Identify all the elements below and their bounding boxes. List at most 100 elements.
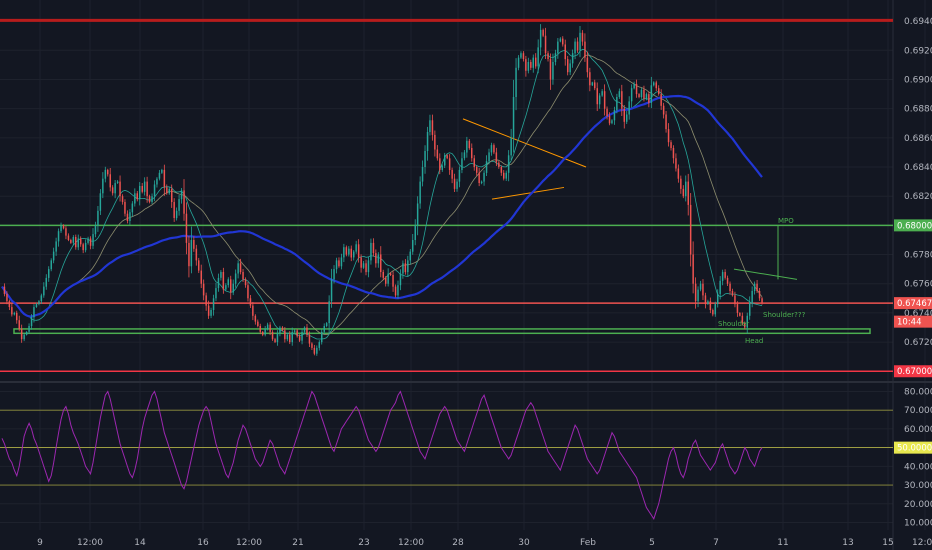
candle-body — [468, 140, 471, 149]
candle-body — [8, 301, 11, 307]
candle-body — [613, 110, 616, 121]
candle-body — [579, 32, 581, 51]
candle-body — [20, 328, 23, 340]
candle-body — [262, 331, 264, 335]
candle-body — [104, 169, 107, 179]
candle-body — [163, 169, 166, 188]
price-badge-label: 50.0000 — [897, 444, 932, 454]
candle-body — [456, 181, 458, 189]
candle-body — [414, 225, 416, 240]
price-axis-tick-label: 0.67600 — [904, 280, 932, 290]
candle-body — [699, 283, 702, 290]
candle-body — [301, 331, 303, 341]
candle-body — [222, 272, 225, 290]
candle-body — [3, 286, 6, 294]
candle-body — [596, 88, 598, 105]
candle-body — [458, 169, 461, 182]
candle-body — [107, 169, 109, 175]
candle-body — [485, 161, 488, 173]
candle-body — [697, 289, 699, 302]
price-badge — [894, 297, 932, 310]
candle-body — [665, 114, 667, 130]
candle-body — [451, 169, 453, 179]
time-axis-tick-label: 11 — [777, 538, 788, 548]
candle-body — [210, 310, 212, 316]
candle-body — [756, 283, 758, 291]
price-badge-label: 0.67467 — [897, 299, 932, 309]
candle-body — [658, 88, 660, 94]
candle-body — [503, 172, 505, 179]
candle-body — [77, 238, 79, 248]
candle-body — [685, 181, 687, 197]
candle-body — [335, 260, 338, 270]
candle-body — [215, 288, 217, 299]
candle-body — [660, 94, 662, 106]
candle-body — [564, 44, 566, 60]
candle-body — [195, 248, 198, 261]
candle-body — [680, 178, 682, 189]
candle-body — [448, 158, 451, 170]
annotations: MPO Shoulder Shoulder??? Head — [718, 217, 806, 345]
candle-body — [362, 263, 365, 268]
candle-body — [6, 293, 8, 302]
candle-body — [355, 244, 357, 252]
candle-body — [109, 174, 111, 188]
candle-body — [741, 315, 744, 324]
candle-body — [761, 298, 763, 303]
candle-body — [193, 240, 195, 249]
candle-body — [421, 167, 424, 182]
candle-body — [52, 251, 55, 261]
oscillator-axis-tick-label: 40.0000 — [904, 462, 932, 472]
oscillator-panel — [0, 390, 893, 520]
candle-body — [325, 323, 328, 326]
candle-body — [640, 89, 643, 97]
oscillator-axis-tick-label: 10.0000 — [904, 519, 932, 529]
candle-body — [621, 91, 623, 109]
candle-body — [343, 247, 345, 258]
candle-body — [530, 62, 532, 68]
candle-body — [92, 234, 94, 246]
candle-body — [554, 53, 557, 62]
candle-body — [618, 91, 621, 97]
price-badge — [894, 441, 932, 454]
candle-body — [687, 181, 689, 205]
candle-body — [758, 291, 761, 299]
time-axis-tick-label: 23 — [358, 538, 369, 548]
candle-body — [178, 199, 180, 211]
candle-body — [198, 260, 200, 271]
candle-body — [498, 162, 500, 167]
candle-body — [434, 134, 436, 150]
candle-body — [611, 120, 613, 124]
candle-body — [254, 315, 257, 322]
candle-body — [116, 181, 119, 184]
candle-body — [576, 41, 579, 51]
candle-body — [409, 251, 411, 261]
candle-body — [490, 145, 493, 153]
candle-body — [537, 47, 539, 67]
candle-body — [330, 279, 333, 302]
candle-body — [28, 326, 30, 332]
price-badge — [894, 219, 932, 232]
candle-body — [306, 327, 308, 335]
candle-body — [281, 327, 284, 331]
time-axis-tick-label: Feb — [580, 538, 596, 548]
candle-body — [645, 94, 648, 99]
candle-body — [357, 244, 360, 258]
time-axis-tick-label: 13 — [842, 538, 853, 548]
candle-body — [532, 57, 534, 68]
candle-body — [345, 247, 348, 255]
candle-body — [689, 204, 692, 255]
candle-body — [289, 334, 291, 343]
candle-body — [507, 155, 510, 173]
candle-body — [328, 301, 330, 324]
candle-body — [670, 142, 672, 148]
price-badge-label: 0.68000 — [897, 221, 932, 231]
candle-body — [471, 148, 473, 159]
candle-body — [365, 263, 367, 273]
price-axis-tick-label: 0.67400 — [904, 309, 932, 319]
candle-body — [404, 263, 407, 273]
candle-body — [535, 57, 537, 67]
moving-averages — [1, 48, 763, 340]
candle-body — [188, 242, 190, 267]
